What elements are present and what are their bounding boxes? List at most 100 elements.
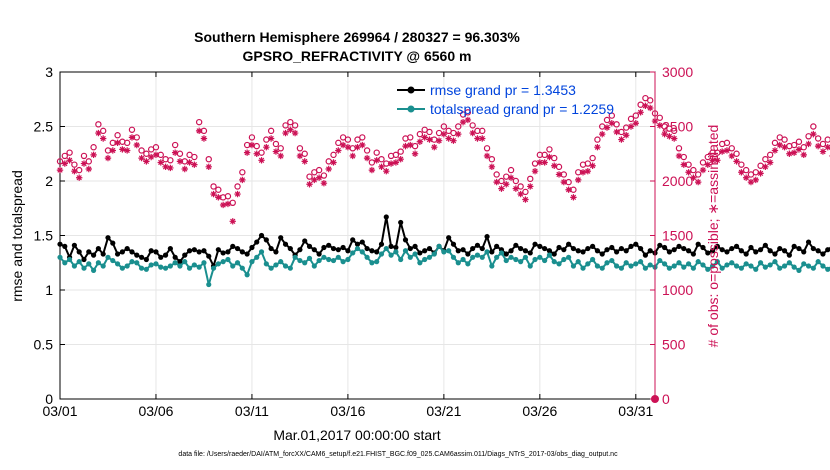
data-point (801, 249, 807, 255)
assimilated-obs-point (407, 141, 414, 149)
assimilated-obs-point (61, 160, 68, 167)
possible-obs-point (795, 138, 803, 145)
assimilated-obs-point (383, 167, 390, 175)
data-point (143, 266, 149, 272)
data-point (777, 245, 783, 252)
possible-obs-point (531, 160, 539, 167)
data-point (546, 248, 553, 254)
data-point (340, 259, 346, 265)
data-point (681, 245, 687, 252)
assimilated-obs-point (757, 170, 764, 177)
assimilated-obs-point (75, 174, 83, 181)
assimilated-obs-point (359, 141, 366, 149)
data-point (805, 263, 812, 269)
possible-obs-point (416, 130, 424, 138)
data-point (518, 259, 524, 265)
data-point (450, 241, 457, 247)
data-point (666, 265, 672, 271)
data-point (551, 259, 557, 265)
data-point (196, 264, 202, 270)
data-point (90, 252, 97, 258)
possible-obs-point (498, 177, 505, 185)
data-point (153, 249, 159, 255)
assimilated-obs-point (296, 152, 304, 160)
data-point (604, 260, 610, 266)
data-point (110, 240, 116, 246)
data-point (786, 252, 792, 258)
data-point (767, 248, 773, 254)
possible-obs-point (123, 139, 131, 147)
assimilated-obs-point (315, 174, 323, 181)
possible-obs-point (790, 141, 798, 149)
possible-obs-point (191, 153, 198, 161)
x-tick-label: 03/01 (42, 403, 77, 419)
data-point (623, 248, 629, 254)
possible-obs-point (411, 142, 419, 150)
data-point (623, 260, 629, 266)
data-point (393, 244, 399, 251)
data-point (705, 250, 711, 256)
possible-obs-point (694, 171, 702, 178)
possible-obs-point (503, 173, 510, 180)
data-point (311, 247, 317, 253)
data-point (206, 281, 212, 288)
left-tick-label: 3 (45, 64, 53, 80)
possible-obs-point (613, 121, 620, 128)
data-point (647, 248, 653, 254)
assimilated-obs-point (411, 150, 419, 157)
assimilated-obs-point (747, 178, 755, 186)
possible-obs-point (138, 147, 145, 154)
possible-obs-point (738, 161, 745, 168)
data-point (738, 265, 744, 271)
legend-spread-marker (407, 105, 415, 113)
assimilated-obs-point (282, 129, 289, 137)
possible-obs-point (282, 122, 289, 129)
data-point (575, 259, 581, 265)
data-point (335, 254, 341, 260)
possible-obs-point (397, 148, 404, 155)
possible-obs-point (258, 149, 265, 156)
assimilated-obs-point (258, 157, 265, 164)
assimilated-obs-point (195, 127, 203, 135)
data-point (450, 254, 457, 260)
data-point (378, 241, 385, 247)
data-point (599, 265, 605, 271)
series-totalspread (57, 243, 830, 288)
assimilated-obs-point (109, 147, 116, 154)
assimilated-obs-point (555, 171, 563, 178)
possible-obs-point (623, 124, 630, 131)
possible-obs-point (167, 157, 174, 164)
data-point (733, 263, 740, 269)
data-point (695, 259, 701, 265)
assimilated-obs-point (272, 148, 280, 155)
assimilated-obs-point (143, 158, 150, 165)
data-point (748, 244, 754, 251)
assimilated-obs-point (647, 104, 654, 112)
data-point (105, 254, 111, 260)
possible-obs-point (464, 109, 472, 116)
data-point (618, 245, 625, 252)
data-point (153, 261, 159, 267)
assimilated-obs-point (790, 149, 798, 156)
data-point (455, 248, 461, 254)
possible-obs-point (210, 183, 217, 190)
assimilated-obs-point (627, 123, 635, 130)
assimilated-obs-point (584, 167, 592, 175)
data-point (551, 251, 557, 257)
data-point (470, 245, 476, 252)
assimilated-obs-point (656, 122, 663, 129)
data-point (676, 243, 682, 249)
data-point (326, 242, 332, 248)
data-point (489, 263, 495, 269)
possible-obs-point (637, 101, 644, 108)
data-point (134, 260, 140, 266)
assimilated-obs-point (133, 141, 140, 149)
possible-obs-point (627, 115, 635, 123)
data-point (446, 235, 452, 241)
assimilated-obs-point (181, 165, 188, 173)
data-point (719, 247, 725, 253)
data-point (340, 244, 346, 251)
data-point (729, 245, 735, 252)
assimilated-obs-point (589, 162, 596, 169)
possible-obs-point (488, 155, 496, 163)
